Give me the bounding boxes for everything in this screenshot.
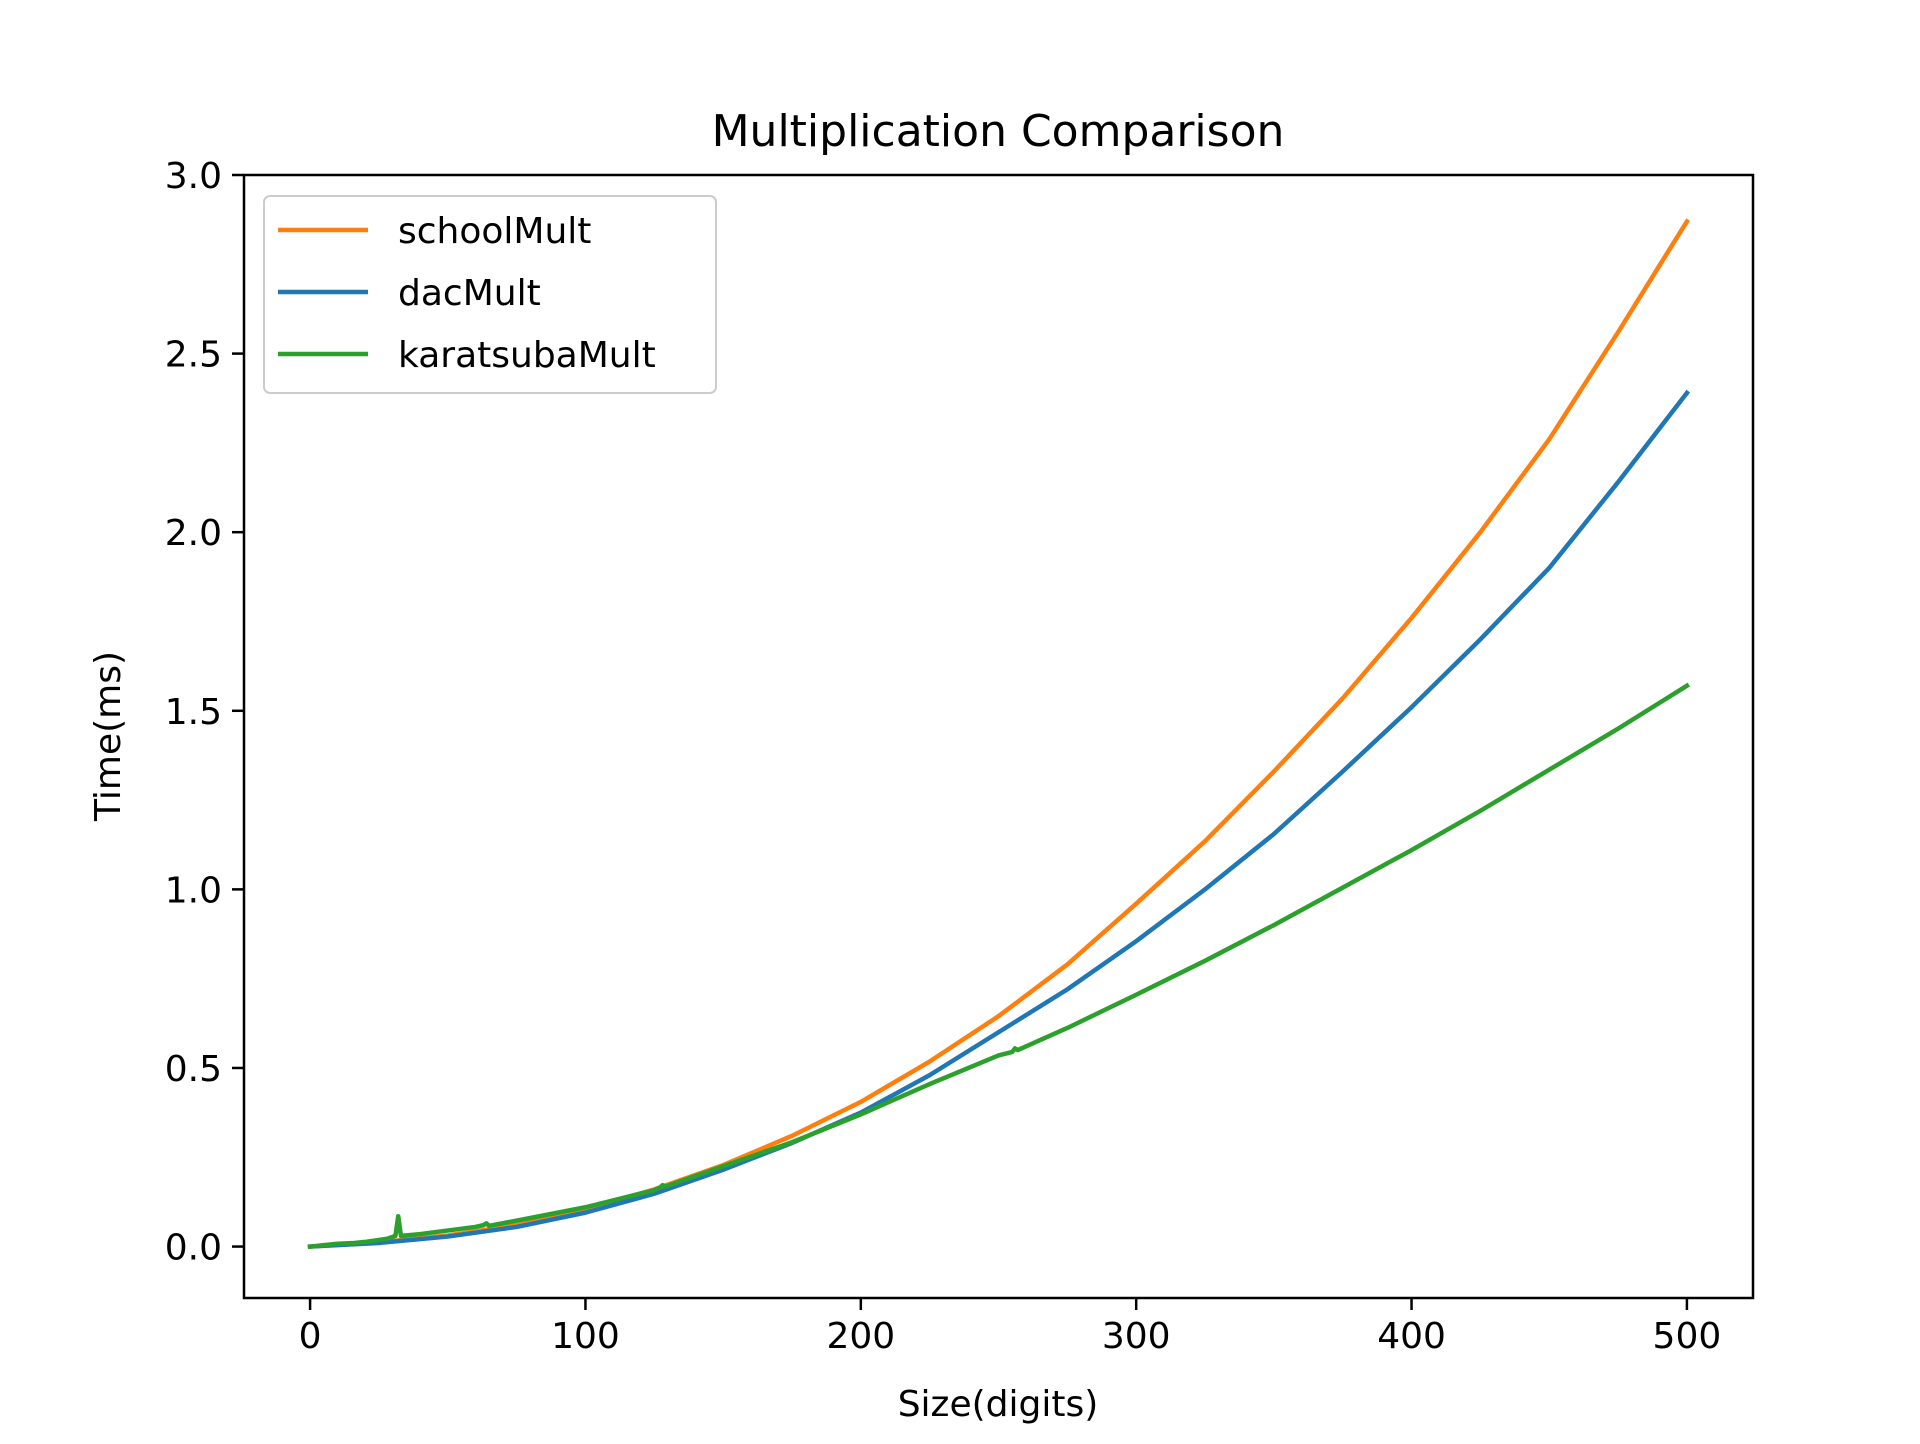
series-line-2: [307, 682, 1691, 1250]
y-tick-label: 2.0: [165, 513, 222, 554]
y-tick-label: 3.0: [165, 156, 222, 197]
series-layer: [307, 218, 1691, 1250]
y-tick-label: 0.0: [165, 1228, 222, 1269]
y-tick-label: 2.5: [165, 335, 222, 376]
x-axis-label: Size(digits): [898, 1384, 1099, 1425]
x-tick-label: 500: [1653, 1316, 1722, 1357]
y-tick-label: 0.5: [165, 1049, 222, 1090]
series-line-1: [307, 389, 1691, 1249]
y-axis-ticks: 0.0 0.5 1.0 1.5 2.0 2.5 3.0: [165, 156, 244, 1269]
legend-label-1: dacMult: [398, 273, 541, 314]
x-tick-label: 100: [551, 1316, 620, 1357]
legend-box: [263, 195, 717, 394]
legend-label-0: schoolMult: [398, 211, 591, 252]
x-tick-label: 400: [1377, 1316, 1446, 1357]
legend: schoolMult dacMult karatsubaMult: [263, 195, 717, 394]
series-line-0: [307, 218, 1691, 1249]
x-tick-label: 300: [1102, 1316, 1171, 1357]
y-axis-label: Time(ms): [88, 651, 129, 822]
legend-label-2: karatsubaMult: [398, 335, 656, 376]
x-axis-ticks: 0 100 200 300 400 500: [299, 1298, 1722, 1357]
y-tick-label: 1.5: [165, 692, 222, 733]
y-tick-label: 1.0: [165, 870, 222, 911]
x-tick-label: 0: [299, 1316, 322, 1357]
x-tick-label: 200: [826, 1316, 895, 1357]
plot-area-frame: [242, 173, 1755, 1300]
chart-title: Multiplication Comparison: [712, 106, 1285, 157]
